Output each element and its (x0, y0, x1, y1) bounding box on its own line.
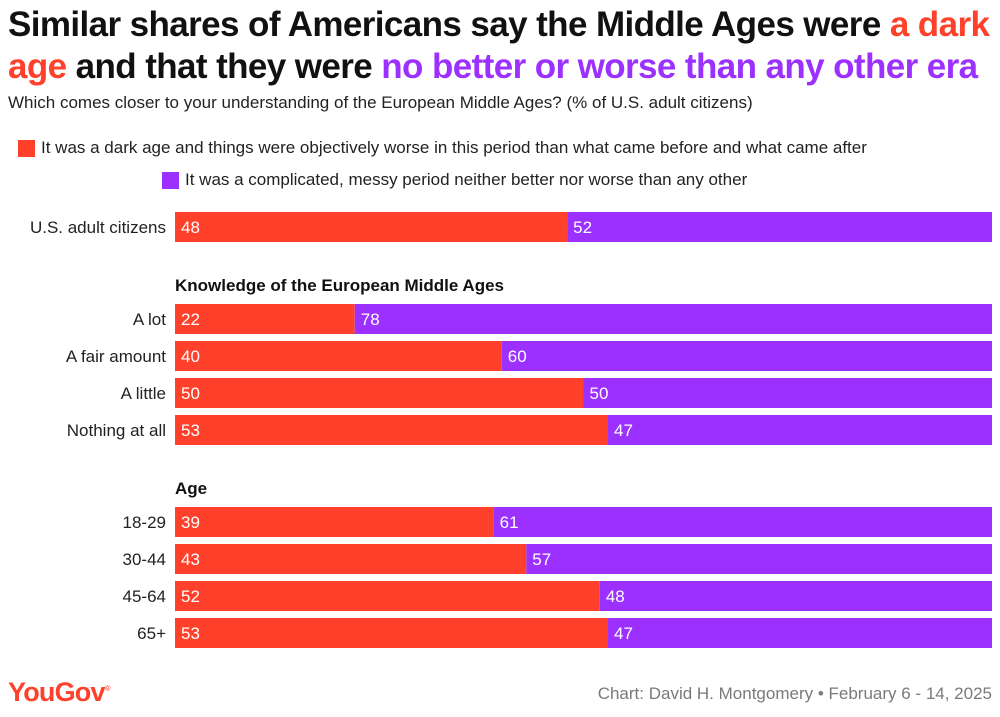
legend-swatch-dark-age (18, 139, 35, 157)
legend-swatch-neutral (162, 171, 179, 189)
bar-value-dark-age-a-little: 50 (181, 384, 200, 403)
bar-value-neutral-a-fair-amount: 60 (508, 347, 527, 366)
row-label-a-little: A little (121, 384, 166, 403)
bar-neutral-u-s-adult-citizens (567, 212, 992, 242)
chart-subtitle: Which comes closer to your understanding… (8, 93, 753, 112)
bar-value-neutral-nothing-at-all: 47 (614, 421, 633, 440)
row-label-a-lot: A lot (133, 310, 166, 329)
bar-value-dark-age-65: 53 (181, 624, 200, 643)
bar-neutral-a-lot (354, 304, 992, 334)
legend-label-dark-age: It was a dark age and things were object… (41, 138, 867, 157)
title-part-2: and that they were (66, 47, 382, 86)
bar-value-neutral-u-s-adult-citizens: 52 (573, 218, 592, 237)
yougov-registered-mark: ® (104, 684, 111, 693)
bar-value-dark-age-18-29: 39 (181, 513, 200, 532)
group-heading-age: Age (175, 479, 207, 498)
bar-dark-age-u-s-adult-citizens (175, 212, 568, 242)
bar-neutral-18-29 (493, 507, 992, 537)
bar-dark-age-30-44 (175, 544, 527, 574)
bar-value-neutral-30-44: 57 (532, 550, 551, 569)
bar-value-dark-age-30-44: 43 (181, 550, 200, 569)
row-label-u-s-adult-citizens: U.S. adult citizens (30, 218, 166, 237)
group-heading-knowledge-of-the-european-middle-ages: Knowledge of the European Middle Ages (175, 276, 504, 295)
bar-dark-age-a-little (175, 378, 584, 408)
bar-value-neutral-a-lot: 78 (361, 310, 380, 329)
row-label-30-44: 30-44 (123, 550, 166, 569)
legend-item-neutral: It was a complicated, messy period neith… (162, 170, 747, 190)
bar-value-dark-age-a-fair-amount: 40 (181, 347, 200, 366)
bar-neutral-nothing-at-all (608, 415, 992, 445)
row-label-a-fair-amount: A fair amount (66, 347, 166, 366)
row-label-nothing-at-all: Nothing at all (67, 421, 166, 440)
row-label-65: 65+ (137, 624, 166, 643)
title-highlight-neutral: no better or worse than any other era (381, 47, 978, 86)
bar-value-neutral-a-little: 50 (590, 384, 609, 403)
title-highlight-dark-age: a dark age (8, 5, 990, 86)
bar-value-dark-age-u-s-adult-citizens: 48 (181, 218, 200, 237)
bar-value-dark-age-nothing-at-all: 53 (181, 421, 200, 440)
bar-dark-age-18-29 (175, 507, 494, 537)
bar-value-dark-age-45-64: 52 (181, 587, 200, 606)
legend-label-neutral: It was a complicated, messy period neith… (185, 170, 748, 189)
bar-neutral-a-little (583, 378, 992, 408)
bar-neutral-65 (608, 618, 992, 648)
yougov-logo: YouGov® (8, 677, 111, 708)
bar-neutral-30-44 (526, 544, 992, 574)
chart-credit: Chart: David H. Montgomery • February 6 … (597, 684, 992, 703)
bar-dark-age-65 (175, 618, 609, 648)
bar-neutral-45-64 (599, 581, 992, 611)
bar-dark-age-a-fair-amount (175, 341, 502, 371)
chart-title: Similar shares of Americans say the Midd… (8, 4, 993, 88)
yougov-logo-text: YouGov (8, 677, 106, 707)
bar-value-neutral-45-64: 48 (606, 587, 625, 606)
row-label-18-29: 18-29 (123, 513, 166, 532)
stacked-bar-chart: U.S. adult citizens 48 52 Knowledge of the … (30, 212, 992, 648)
bar-dark-age-nothing-at-all (175, 415, 609, 445)
bar-dark-age-a-lot (175, 304, 355, 334)
row-label-45-64: 45-64 (123, 587, 166, 606)
bar-value-neutral-65: 47 (614, 624, 633, 643)
bar-value-dark-age-a-lot: 22 (181, 310, 200, 329)
title-part-1: Similar shares of Americans say the Midd… (8, 5, 890, 44)
bar-value-neutral-18-29: 61 (500, 513, 519, 532)
legend-item-dark-age: It was a dark age and things were object… (18, 138, 867, 158)
bar-dark-age-45-64 (175, 581, 600, 611)
bar-neutral-a-fair-amount (501, 341, 992, 371)
